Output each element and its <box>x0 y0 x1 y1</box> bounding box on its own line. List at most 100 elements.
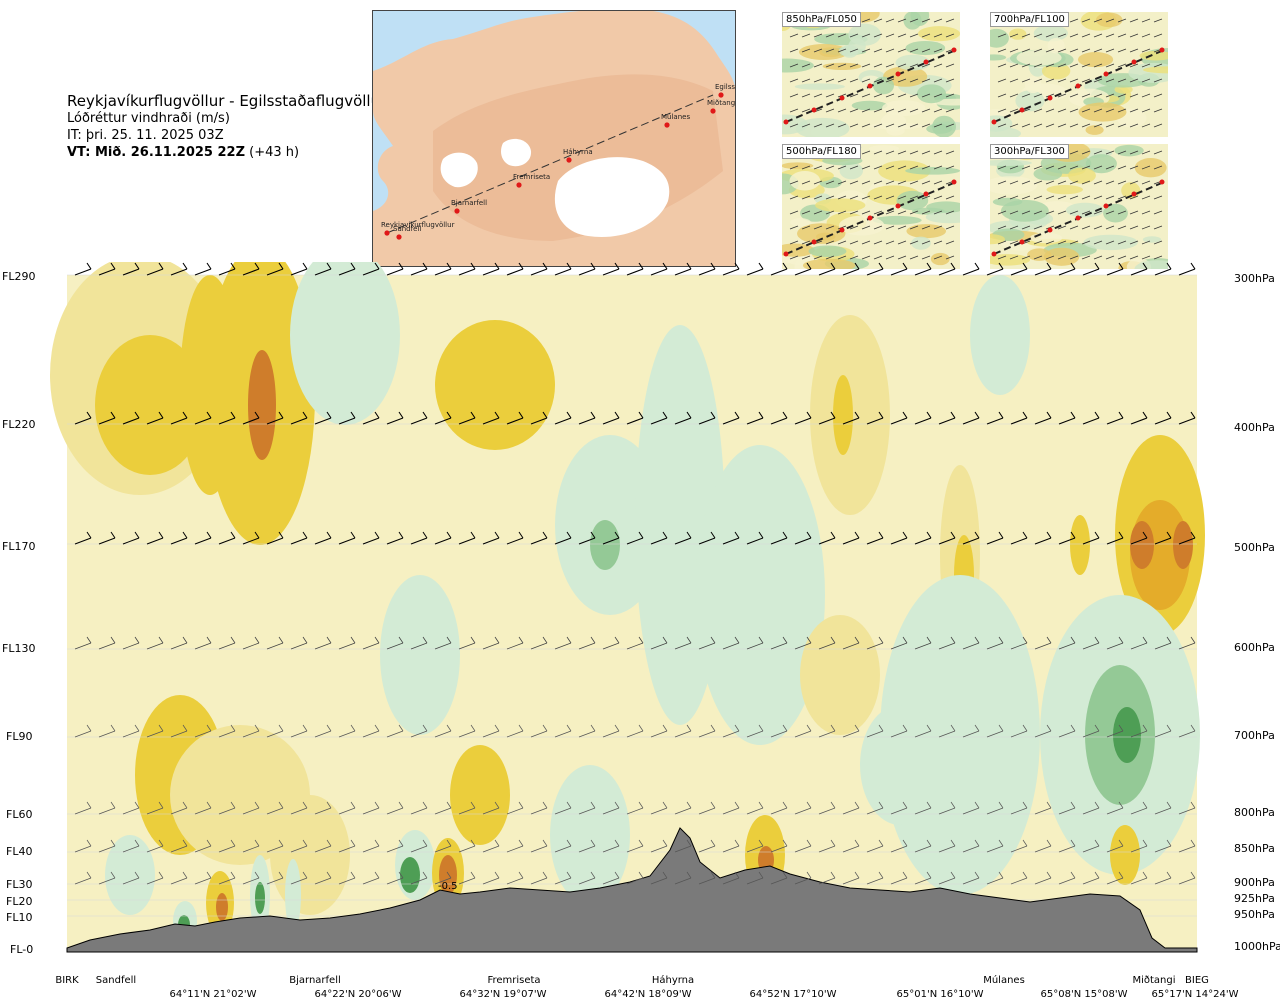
wind-barb-shaft <box>1058 642 1076 650</box>
wind-barb-shaft <box>722 642 740 650</box>
wind-barb-shaft <box>386 642 404 650</box>
minimap-wind-barb <box>1069 123 1079 128</box>
minimap-wind-barb <box>909 48 919 53</box>
wind-barb-shaft <box>506 642 524 650</box>
minimap-wind-barb <box>997 255 1007 260</box>
wind-barb-shaft <box>146 845 164 853</box>
wind-barb-shaft <box>194 268 212 276</box>
minimap-field-patch <box>990 126 1021 137</box>
wind-barb-shaft <box>458 807 476 815</box>
wind-barb-flag <box>830 871 836 879</box>
wind-barb-shaft <box>410 642 428 650</box>
wind-barb-flag <box>230 724 236 732</box>
wind-barb-flag <box>1094 839 1100 847</box>
wind-barb-shaft <box>1106 877 1124 885</box>
wind-barb-flag <box>1142 871 1148 879</box>
minimap-wind-barb <box>837 210 847 215</box>
minimap-wind-barb <box>849 210 859 215</box>
wind-barb-shaft <box>1010 807 1028 815</box>
wind-barb-flag <box>254 411 260 419</box>
wind-barb-flag <box>230 262 236 270</box>
wind-barb-shaft <box>290 877 308 885</box>
ylabel-right-8: 925hPa <box>1234 892 1275 905</box>
wind-barb-shaft <box>1130 730 1148 738</box>
minimap-wind-barb <box>1105 18 1115 23</box>
wind-barb-flag <box>926 724 932 732</box>
minimap-wind-barb <box>1117 240 1127 245</box>
wind-barb-flag <box>158 801 164 809</box>
wind-barb-shaft <box>722 268 740 276</box>
minimap-wind-barb <box>861 78 871 83</box>
wind-barb-shaft <box>1154 807 1172 815</box>
minimap-wind-barb <box>945 78 955 83</box>
minimap-700[interactable]: 700hPa/FL100 <box>990 12 1168 137</box>
wind-barb-flag <box>950 531 956 539</box>
minimap-field-patch <box>789 171 821 191</box>
langjokull-glacier <box>440 152 478 188</box>
wind-barb-flag <box>134 871 140 879</box>
wind-barb-flag <box>422 262 428 270</box>
minimap-850[interactable]: 850hPa/FL050 <box>782 12 960 137</box>
wind-barb-shaft <box>338 807 356 815</box>
wind-barb-shaft <box>674 807 692 815</box>
wind-barb-shaft <box>818 730 836 738</box>
minimap-wind-barb <box>861 108 871 113</box>
map-station-label: Egilsst <box>715 83 736 91</box>
wind-barb-flag <box>974 724 980 732</box>
minimap-field-patch <box>1000 199 1049 222</box>
wind-barb-flag <box>734 636 740 644</box>
minimap-wind-barb <box>885 18 895 23</box>
wind-barb-shaft <box>218 537 236 545</box>
wind-barb-flag <box>1022 262 1028 270</box>
wind-barb-shaft <box>1178 730 1196 738</box>
coord-label-3: 64°42'N 18°09'W <box>604 989 692 1000</box>
minimap-wind-barb <box>945 18 955 23</box>
wind-barb-shaft <box>338 268 356 276</box>
wind-barb-shaft <box>530 537 548 545</box>
wind-barb-shaft <box>194 877 212 885</box>
minimap-wind-barb <box>789 33 799 38</box>
wind-barb-flag <box>710 636 716 644</box>
wind-barb-flag <box>686 636 692 644</box>
wind-barb-flag <box>926 871 932 879</box>
minimap-wind-barb <box>1057 165 1067 170</box>
wind-barb-shaft <box>770 642 788 650</box>
wind-barb-shaft <box>746 730 764 738</box>
minimap-station-dot <box>1159 179 1165 185</box>
minimap-300[interactable]: 300hPa/FL300 <box>990 144 1168 269</box>
wind-barb-flag <box>374 636 380 644</box>
wind-barb-shaft <box>554 730 572 738</box>
minimap-wind-barb <box>1021 33 1031 38</box>
wind-barb-shaft <box>578 417 596 425</box>
wind-barb-flag <box>158 531 164 539</box>
minimap-500[interactable]: 500hPa/FL180 <box>782 144 960 269</box>
wind-barb-shaft <box>650 730 668 738</box>
wind-barb-shaft <box>338 730 356 738</box>
wind-barb-flag <box>662 724 668 732</box>
minimap-station-dot <box>1103 71 1109 77</box>
wind-barb-shaft <box>194 730 212 738</box>
wind-barb-shaft <box>122 537 140 545</box>
wind-barb-shaft <box>1058 845 1076 853</box>
minimap-wind-barb <box>1009 165 1019 170</box>
minimap-wind-barb <box>997 180 1007 185</box>
minimap-wind-barb <box>801 48 811 53</box>
wind-barb-shaft <box>626 642 644 650</box>
wind-barb-flag <box>686 724 692 732</box>
wind-barb-flag <box>350 724 356 732</box>
map-station-dot <box>384 230 390 236</box>
wind-barb-shaft <box>218 417 236 425</box>
wind-barb-flag <box>1118 871 1124 879</box>
wind-barb-flag <box>254 871 260 879</box>
minimap-wind-barb <box>1153 150 1163 155</box>
wind-barb-shaft <box>1154 845 1172 853</box>
minimap-wind-barb <box>1141 33 1151 38</box>
minimap-wind-barb <box>997 108 1007 113</box>
wind-barb-flag <box>614 839 620 847</box>
wind-barb-flag <box>590 262 596 270</box>
route-map[interactable]: Reykjavíkurflugvöllur Sandfell Bjarnarfell… <box>372 10 736 267</box>
minimap-wind-barb <box>1009 78 1019 83</box>
map-station-dot <box>566 157 572 163</box>
wind-barb-flag <box>662 871 668 879</box>
minimap-wind-barb <box>1033 240 1043 245</box>
